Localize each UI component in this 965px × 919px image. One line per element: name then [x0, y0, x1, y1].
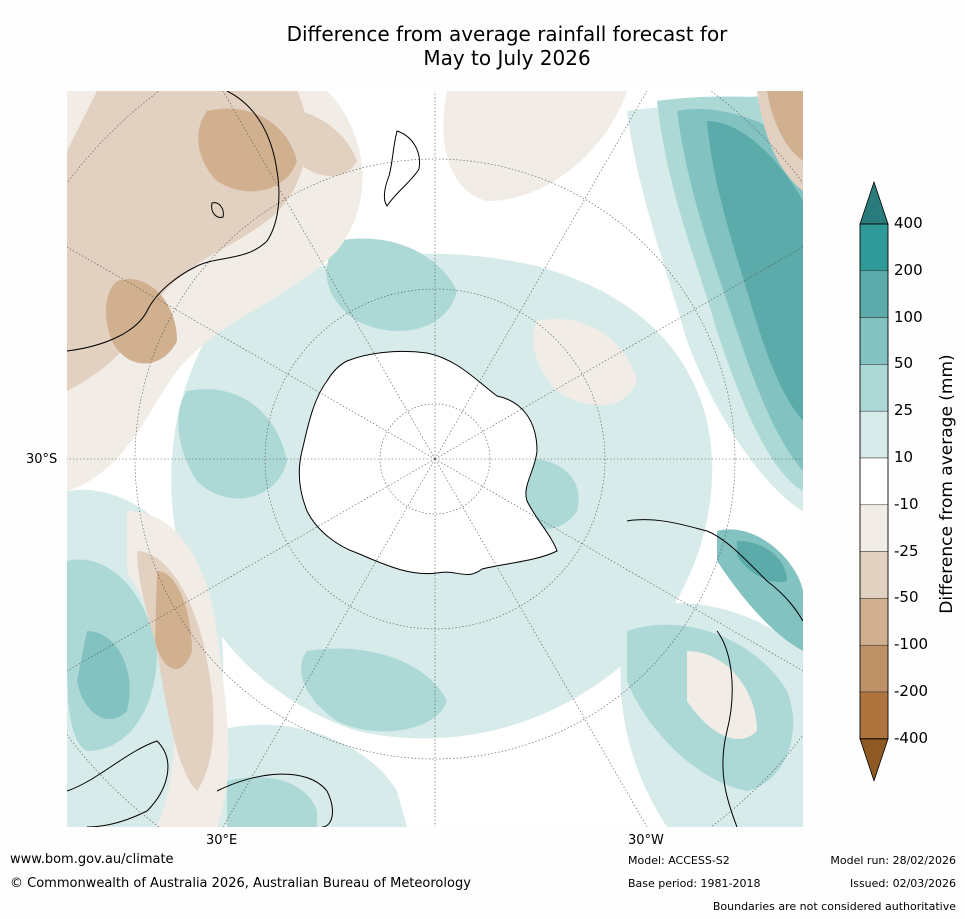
lat-label-30s: 30°S [26, 452, 58, 467]
footer-copyright: © Commonwealth of Australia 2026, Austra… [10, 876, 471, 891]
southern-africa-outline [67, 740, 169, 827]
colorbar-tick-label: 50 [894, 354, 914, 373]
colorbar-bin [859, 317, 889, 365]
colorbar-arrow-min [859, 738, 889, 783]
south-america-interior-outline [716, 630, 738, 827]
colorbar-title: Difference from average (mm) [937, 354, 957, 614]
footer-model: Model: ACCESS-S2 [628, 854, 730, 867]
colorbar-svg [859, 180, 889, 783]
teal-strong-east-pacific [707, 121, 803, 421]
colorbar-bin [859, 457, 889, 506]
brown-strong-australia [198, 108, 297, 192]
teal-core-indian [77, 631, 130, 720]
colorbar-tick-label: 400 [894, 214, 923, 232]
colorbar-bin [859, 410, 889, 459]
teal-strong-chile [737, 541, 787, 582]
brown-zone-east-pacific-north [443, 91, 627, 201]
brown-core-new-zealand [266, 109, 357, 176]
brown-strong-pacific-north [767, 91, 803, 161]
colorbar-tick-label: -25 [894, 541, 919, 560]
title-line-1: Difference from average rainfall forecas… [286, 22, 728, 46]
colorbar-bin [859, 364, 889, 412]
colorbar-tick-label: 100 [894, 307, 923, 326]
map-svg [67, 91, 803, 827]
colorbar-frame [859, 223, 889, 740]
teal-core-south-america-coast [717, 529, 803, 651]
colorbar-bin [859, 223, 889, 272]
footer-base-period: Base period: 1981-2018 [628, 877, 761, 890]
teal-patch-indian-south [178, 389, 287, 499]
colorbar-arrow-max [859, 180, 889, 225]
colorbar-tick-label: 25 [894, 401, 914, 420]
colorbar-bin [859, 644, 889, 693]
colorbar [850, 180, 890, 786]
colorbar-bin [859, 691, 889, 740]
new-zealand-outline [383, 130, 421, 207]
brown-zone-pacific-south [533, 319, 637, 405]
footer-disclaimer: Boundaries are not considered authoritat… [712, 900, 956, 913]
lon-label-30w: 30°W [628, 833, 664, 848]
colorbar-tick-label: -400 [894, 728, 929, 747]
madagascar-outline [216, 773, 333, 827]
lon-label-30e: 30°E [206, 833, 238, 848]
brown-zone-south-america [687, 651, 757, 740]
teal-patch-ross-sea [326, 238, 457, 331]
rainfall-anomaly-map [67, 91, 803, 827]
brown-strong-indian [105, 279, 177, 364]
footer-issued: Issued: 02/03/2026 [849, 877, 956, 890]
teal-patch-south-africa [227, 777, 317, 827]
colorbar-tick-label: -100 [894, 635, 929, 654]
colorbar-tick-label: -50 [894, 588, 919, 607]
colorbar-tick-label: 10 [894, 448, 914, 466]
teal-patch-southern-indian [301, 648, 447, 732]
colorbar-bin [859, 504, 889, 552]
footer-model-run: Model run: 28/02/2026 [830, 854, 956, 867]
chart-title: Difference from average rainfall forecas… [0, 22, 965, 70]
colorbar-bin [859, 551, 889, 599]
tasmania-outline [211, 202, 224, 218]
colorbar-bin [859, 270, 889, 318]
colorbar-bin [859, 598, 889, 646]
footer-url[interactable]: www.bom.gov.au/climate [10, 852, 174, 867]
graticule [67, 91, 803, 827]
south-america-outline [626, 519, 803, 622]
brown-strong-indian-south [155, 571, 192, 670]
australia-outline [67, 91, 280, 352]
colorbar-tick-label: -10 [894, 494, 919, 513]
colorbar-tick-label: -200 [894, 682, 929, 700]
title-line-2: May to July 2026 [423, 46, 591, 70]
colorbar-tick-label: 200 [894, 260, 923, 279]
